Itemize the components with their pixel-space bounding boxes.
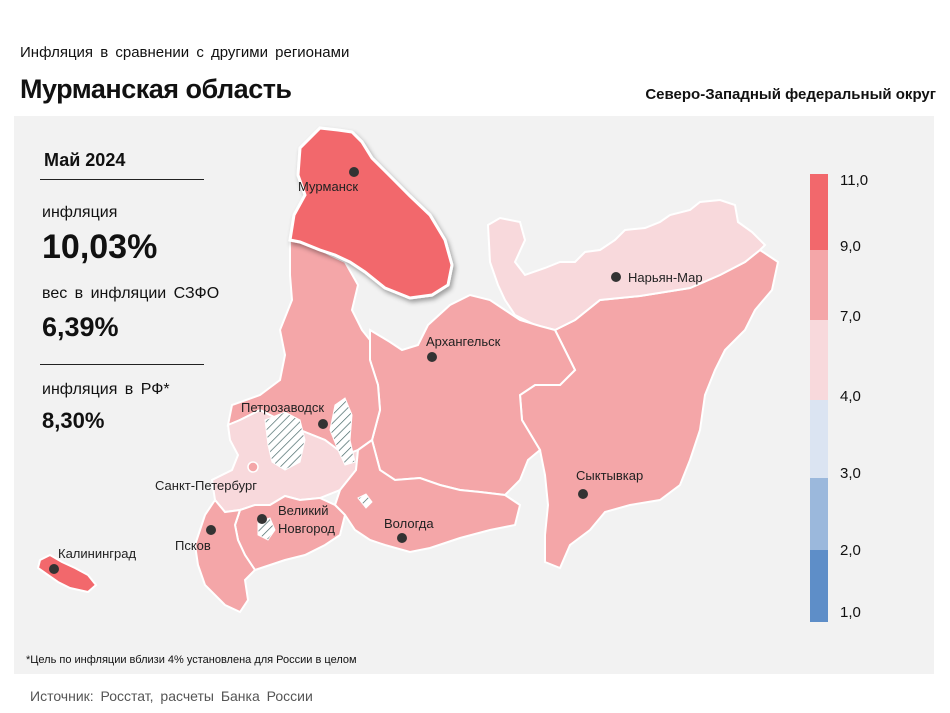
rf-inflation-label: инфляция в РФ*: [42, 381, 170, 398]
city-vologda: Вологда: [384, 516, 434, 543]
legend-tick: 7,0: [840, 308, 861, 325]
city-naryan-mar: Нарьян-Мар: [611, 270, 703, 285]
city-petrozavodsk: Петрозаводск: [241, 400, 328, 429]
lake-beloye: [357, 493, 373, 509]
city-arkhangelsk: Архангельск: [426, 334, 501, 362]
city-syktyvkar: Сыктывкар: [576, 468, 643, 499]
region-murmansk: [288, 126, 454, 300]
svg-text:Вологда: Вологда: [384, 516, 434, 531]
city-novgorod: Великий Новгород: [257, 503, 335, 536]
legend-swatch-low: [810, 320, 828, 400]
rf-inflation-value: 8,30%: [42, 408, 105, 433]
svg-text:Псков: Псков: [175, 538, 211, 553]
divider: [40, 179, 204, 180]
lake-onega: [329, 397, 356, 466]
legend-swatch-blue-light: [810, 478, 828, 550]
inflation-label: инфляция: [42, 204, 118, 221]
legend-swatch-neutral: [810, 400, 828, 478]
page-title: Мурманская область: [20, 74, 292, 104]
legend-tick: 11,0: [840, 172, 869, 189]
region-vologda: [333, 438, 522, 554]
weight-label: вес в инфляции СЗФО: [42, 285, 220, 302]
subtitle: Инфляция в сравнении с другими регионами: [20, 44, 350, 61]
svg-text:Петрозаводск: Петрозаводск: [241, 400, 324, 415]
svg-text:Нарьян-Мар: Нарьян-Мар: [628, 270, 703, 285]
svg-text:Мурманск: Мурманск: [298, 179, 358, 194]
divider: [40, 364, 204, 365]
legend-swatch-mid: [810, 250, 828, 320]
city-spb: Санкт-Петербург: [155, 461, 259, 493]
legend-tick: 2,0: [840, 542, 861, 559]
legend-swatch-blue: [810, 550, 828, 622]
source-note: Источник: Росстат, расчеты Банка России: [30, 688, 313, 704]
city-murmansk: Мурманск: [298, 167, 359, 194]
svg-text:Сыктывкар: Сыктывкар: [576, 468, 643, 483]
legend-tick: 9,0: [840, 238, 861, 255]
legend-colorbar: [810, 174, 828, 622]
legend-tick: 3,0: [840, 465, 861, 482]
svg-text:Калининград: Калининград: [58, 546, 136, 561]
legend-tick: 4,0: [840, 388, 861, 405]
city-pskov: Псков: [175, 525, 216, 553]
svg-text:Санкт-Петербург: Санкт-Петербург: [155, 478, 257, 493]
weight-value: 6,39%: [42, 312, 119, 342]
svg-text:Новгород: Новгород: [278, 521, 335, 536]
inflation-value: 10,03%: [42, 228, 158, 266]
footnote: *Цель по инфляции вблизи 4% установлена …: [26, 654, 357, 666]
city-kaliningrad: Калининград: [49, 546, 136, 574]
month-label: Май 2024: [44, 150, 126, 170]
legend-swatch-high: [810, 174, 828, 250]
lake-ladoga: [264, 411, 306, 471]
svg-text:Архангельск: Архангельск: [426, 334, 501, 349]
legend-tick: 1,0: [840, 604, 861, 621]
district-label: Северо-Западный федеральный округ: [645, 86, 936, 103]
svg-text:Великий: Великий: [278, 503, 329, 518]
